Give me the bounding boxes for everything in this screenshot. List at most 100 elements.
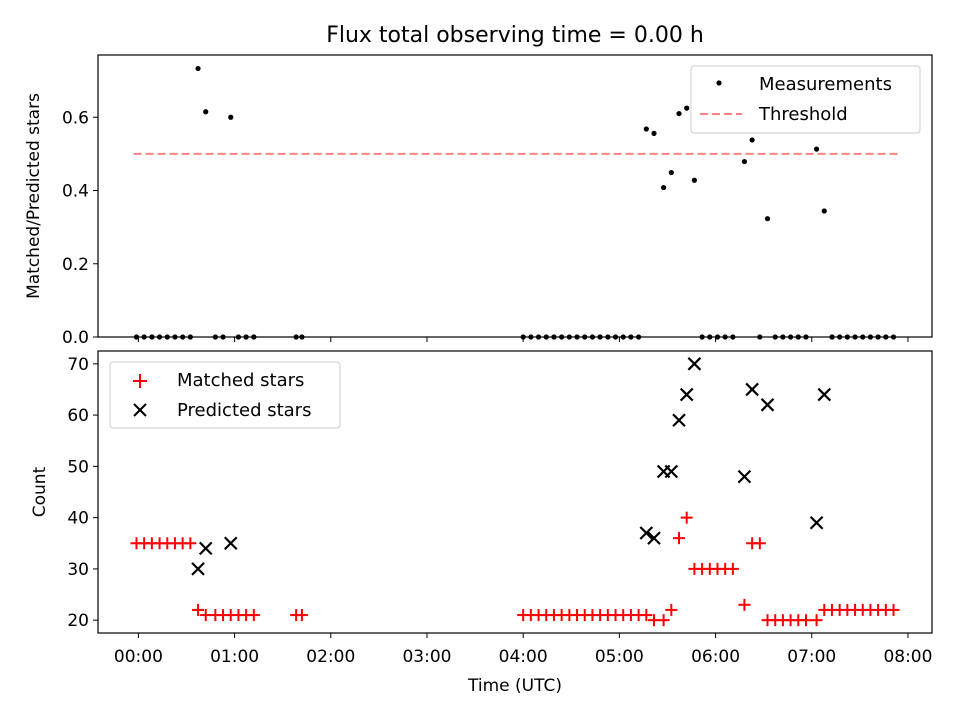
matched-star-point [680, 511, 693, 524]
measurement-point [597, 334, 603, 340]
x-tick-label: 05:00 [595, 647, 644, 667]
legend-predicted-marker [133, 403, 147, 417]
y-tick-label: 60 [67, 406, 89, 426]
matched-star-point [657, 614, 670, 627]
measurement-point [235, 334, 242, 340]
measurement-point [661, 184, 667, 191]
x-tick-label: 07:00 [787, 647, 836, 667]
measurement-point [574, 334, 580, 340]
matched-star-point [295, 609, 308, 622]
predicted-star-point [745, 382, 759, 397]
y-tick-label: 0.0 [62, 328, 89, 348]
legend-measurements-marker [716, 80, 722, 86]
measurement-point [195, 65, 201, 72]
y-tick-label: 0.6 [62, 108, 89, 128]
measurement-point [559, 334, 565, 340]
measurement-point [883, 334, 889, 340]
matched-star-point [247, 609, 260, 622]
matched-star-point [738, 598, 751, 611]
predicted-star-point [687, 357, 702, 371]
y-tick-label: 20 [67, 611, 89, 631]
measurement-point [676, 110, 682, 117]
measurement-point [243, 334, 249, 340]
predicted-star-point [223, 536, 238, 551]
measurement-point [149, 334, 155, 340]
measurement-point [787, 334, 794, 340]
measurement-point [589, 334, 596, 340]
measurement-point [651, 130, 657, 136]
measurement-point [691, 177, 698, 183]
bottom-axes-frame [97, 350, 933, 634]
measurement-point [852, 334, 858, 340]
y-tick-label: 0.4 [62, 182, 89, 202]
bottom-legend: Matched stars Predicted stars [109, 361, 341, 429]
matched-star-point [192, 603, 205, 616]
measurement-point [867, 334, 874, 340]
bottom-x-ticks: 00:00 01:00 02:00 03:00 04:00 05:00 06:00 07:00… [114, 633, 932, 667]
predicted-star-point [191, 562, 205, 576]
bottom-legend-box [109, 361, 341, 429]
measurement-point [164, 334, 170, 340]
predicted-star-point [672, 413, 686, 427]
matched-star-point [726, 562, 739, 575]
x-tick-label: 02:00 [306, 647, 355, 667]
measurement-point [543, 334, 549, 340]
x-tick-label: 08:00 [883, 647, 932, 667]
measurement-point [730, 334, 736, 340]
matched-star-point [887, 603, 900, 616]
measurement-point [628, 334, 634, 340]
measurement-point [890, 334, 897, 340]
x-tick-label: 03:00 [402, 647, 451, 667]
measurement-point [821, 208, 827, 214]
x-tick-label: 00:00 [114, 647, 163, 667]
measurement-point [803, 334, 809, 340]
measurement-point [714, 334, 721, 340]
measurement-point [612, 334, 619, 340]
measurement-point [228, 114, 234, 120]
measurement-point [180, 334, 186, 340]
measurement-point [293, 334, 299, 340]
measurement-point [566, 334, 572, 340]
measurement-point [203, 109, 209, 115]
predicted-star-point [809, 515, 824, 530]
measurement-point [251, 334, 257, 340]
measurement-point [172, 334, 178, 340]
measurement-point [780, 334, 786, 340]
measurement-point [813, 146, 820, 152]
legend-matched-label: Matched stars [177, 370, 304, 391]
matched-star-point [799, 614, 812, 627]
predicted-star-point [760, 398, 775, 412]
top-y-ticks: 0.0 0.2 0.4 0.6 [62, 108, 98, 348]
y-tick-label: 0.2 [62, 255, 89, 275]
predicted-star-point [664, 464, 679, 479]
legend-matched-marker [133, 374, 147, 388]
measurement-point [643, 126, 649, 132]
predicted-star-point [647, 531, 661, 545]
matched-star-point [184, 537, 197, 550]
measurement-point [795, 334, 801, 340]
measurements-points [133, 65, 897, 340]
predicted-star-point [198, 541, 213, 556]
predicted-star-point [639, 526, 654, 540]
measurement-point [133, 334, 140, 340]
legend-predicted-label: Predicted stars [177, 400, 311, 421]
measurement-point [699, 334, 705, 340]
top-y-axis-label: Matched/Predicted stars [24, 93, 44, 299]
measurement-point [551, 334, 557, 340]
x-tick-label: 04:00 [499, 647, 548, 667]
measurement-point [605, 334, 611, 340]
y-tick-label: 40 [67, 509, 89, 529]
measurement-point [582, 334, 588, 340]
measurement-point [764, 216, 771, 222]
measurement-point [722, 334, 728, 340]
top-axes-frame [97, 54, 933, 338]
predicted-star-point [817, 387, 832, 402]
measurement-point [636, 334, 642, 340]
matched-star-point [753, 537, 766, 550]
measurement-point [875, 334, 881, 340]
measurement-point [844, 334, 850, 340]
matched-star-point [665, 603, 678, 616]
top-legend: Measurements Threshold [690, 65, 921, 134]
measurement-point [528, 334, 534, 340]
predicted-star-point [679, 387, 694, 402]
